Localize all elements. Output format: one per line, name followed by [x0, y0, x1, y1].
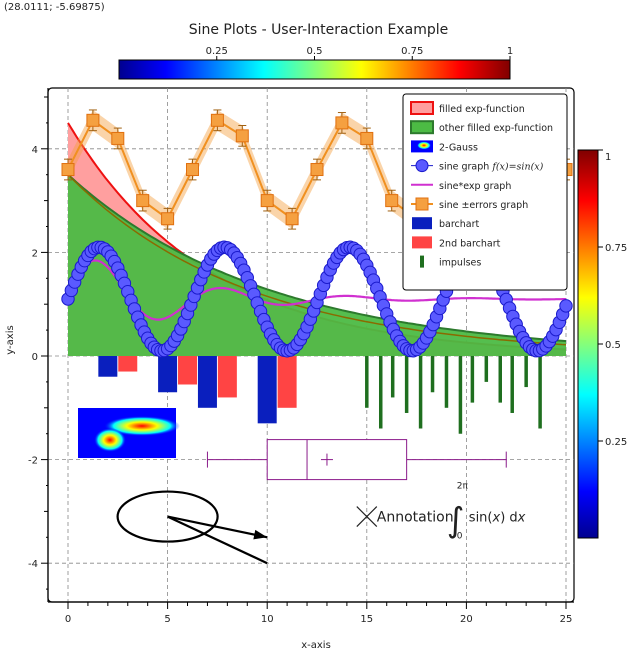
error-point — [210, 113, 224, 127]
top-colorbar-label: 0.75 — [401, 46, 423, 57]
y-axis-label: y-axis — [5, 325, 16, 354]
bar — [158, 356, 178, 393]
x-tick-label: 15 — [360, 614, 373, 625]
legend-label: 2-Gauss — [439, 142, 478, 153]
error-point — [186, 163, 199, 177]
x-tick-label: 10 — [261, 614, 274, 625]
ellipse-shape — [116, 490, 219, 543]
legend-symbol — [420, 255, 424, 268]
error-point — [111, 131, 125, 145]
top-colorbar: 0.25 0.5 0.75 1 — [118, 46, 513, 80]
x-tick-label: 5 — [164, 614, 170, 625]
bar — [98, 356, 118, 377]
legend-symbol — [417, 141, 431, 150]
error-point — [260, 194, 274, 208]
integral-lower: 0 — [457, 532, 463, 542]
x-axis-label: x-axis — [301, 640, 331, 651]
bar-2nd — [217, 356, 237, 398]
x-tick-label: 0 — [65, 614, 71, 625]
legend-label: barchart — [439, 219, 480, 230]
error-point — [136, 194, 150, 208]
error-point — [86, 113, 100, 127]
legend-symbol — [415, 159, 429, 173]
error-point — [360, 131, 374, 145]
legend-label: impulses — [439, 258, 481, 269]
integral-formula: sin(x) dx — [469, 511, 526, 526]
error-point — [335, 116, 349, 130]
right-colorbar-label: 1 — [605, 152, 611, 163]
sine-point — [559, 299, 573, 313]
legend-symbol — [410, 101, 434, 115]
arrow-line — [167, 515, 268, 539]
legend-label: sine*exp graph — [439, 181, 511, 192]
error-point — [385, 194, 399, 208]
legend-symbol — [410, 120, 434, 135]
top-colorbar-label: 0.5 — [307, 46, 323, 57]
y-tick-label: -4 — [28, 559, 38, 570]
gauss-blob — [94, 428, 126, 452]
box-body — [266, 439, 408, 481]
error-point — [235, 129, 249, 143]
y-tick-label: 4 — [32, 145, 38, 156]
legend-label: 2nd barchart — [439, 238, 501, 249]
y-tick-label: -2 — [28, 456, 38, 467]
bar — [257, 356, 277, 424]
top-colorbar-label: 0.25 — [206, 46, 228, 57]
right-colorbar-label: 0.25 — [605, 437, 627, 448]
annotation-marker — [356, 506, 378, 528]
right-colorbar: 1 0.75 0.5 0.25 — [577, 149, 627, 539]
bar-2nd — [178, 356, 198, 385]
legend-symbol — [415, 197, 429, 211]
error-point — [161, 212, 175, 226]
error-point — [61, 163, 75, 177]
chart-title: Sine Plots - User-Interaction Example — [188, 22, 449, 38]
gauss-heatmap — [78, 408, 180, 458]
bar-2nd — [118, 356, 138, 372]
top-colorbar-label: 1 — [507, 46, 513, 57]
right-colorbar-label: 0.75 — [605, 243, 627, 254]
integral-sign: ∫ — [447, 501, 465, 541]
error-point — [310, 163, 324, 177]
annotation-text: Annotation — [377, 510, 454, 526]
legend-label: sine graph f(x)=sin(x) — [439, 162, 544, 173]
x-tick-label: 20 — [460, 614, 473, 625]
error-point — [285, 212, 299, 226]
boxplot — [206, 439, 507, 481]
legend: filled exp-function other filled exp-func… — [402, 93, 568, 291]
legend-symbol — [412, 236, 432, 249]
y-tick-label: 0 — [32, 352, 38, 363]
annotation: Annotation∫ 2π 0 sin(x) dx — [356, 482, 526, 542]
coordinate-readout: (28.0111; -5.69875) — [4, 2, 105, 13]
arrow-head — [253, 529, 268, 540]
y-tick-label: 2 — [32, 248, 38, 259]
legend-label: other filled exp-function — [439, 123, 553, 134]
gauss-blob — [104, 416, 180, 436]
legend-label: filled exp-function — [439, 104, 525, 115]
integral-upper: 2π — [457, 482, 469, 492]
bar — [197, 356, 217, 408]
legend-label: sine ±errors graph — [439, 200, 528, 211]
x-tick-label: 25 — [560, 614, 573, 625]
legend-symbol — [412, 217, 432, 230]
bar-2nd — [277, 356, 297, 408]
line-shape — [167, 515, 268, 565]
legend-box — [402, 93, 568, 291]
right-colorbar-label: 0.5 — [605, 340, 621, 351]
